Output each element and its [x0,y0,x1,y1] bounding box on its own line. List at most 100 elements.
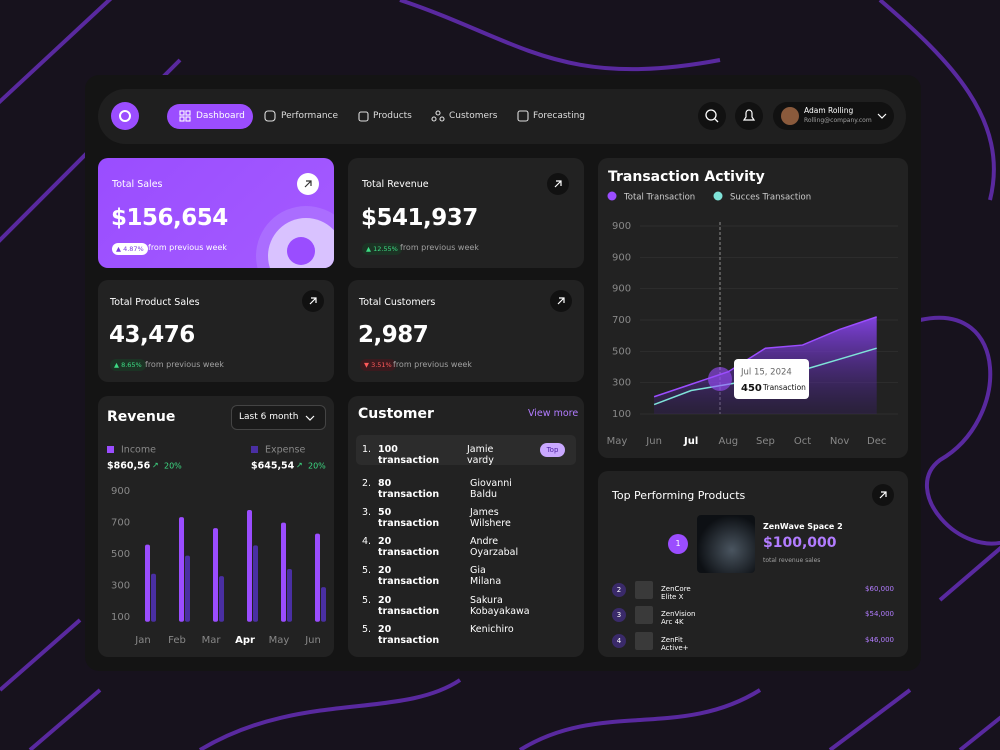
product-value: $60,000 [865,585,894,593]
open-button[interactable] [302,290,324,312]
customer-rank: 1. [362,444,372,455]
nav-item[interactable]: Performance [281,111,339,121]
bar [281,522,286,622]
stat-change: ▲ 12.55% [362,243,402,255]
series-line [653,316,877,398]
customer-name: Gia Milana [470,565,502,587]
y-tick-label: 300 [111,581,130,592]
product-value: $54,000 [865,610,894,618]
customer-rank: 5. [362,565,372,576]
logo[interactable] [111,102,139,130]
y-tick-label: 700 [612,315,631,326]
customer-rank: 4. [362,536,372,547]
bar [213,528,218,622]
customer-rank: 5. [362,595,372,606]
product-name: ZenFit Active+ [661,636,689,652]
legend-change: 20% [308,462,326,471]
bar [253,545,258,622]
customer-name: Andre Oyarzabal [470,536,519,558]
product-rank: 2 [612,583,626,597]
card-title: Transaction Activity [608,169,765,185]
user-name: Adam Rolling [804,106,854,115]
x-tick-label: Jun [645,436,662,447]
x-tick-label: Feb [168,635,186,646]
x-tick-label: Sep [756,436,775,447]
notification-button[interactable] [735,102,763,130]
open-button[interactable] [297,173,319,195]
x-tick-label: Apr [235,635,255,646]
x-tick-label: May [269,635,290,646]
customer-rank: 3. [362,507,372,518]
product-name: ZenVision Arc 4K [661,610,696,626]
user-email: Rolling@company.com [804,117,872,124]
stat-change: ▲ 8.65% [110,359,146,371]
product-rank: 3 [612,608,626,622]
y-tick-label: 900 [612,252,631,263]
view-more-link[interactable]: View more [528,408,579,419]
product-thumb [635,606,653,624]
bar [145,544,150,622]
customer-transactions: 80 transaction [378,478,440,500]
product-note: total revenue sales [763,557,821,564]
product-value: $100,000 [763,535,837,551]
y-tick-label: 900 [612,284,631,295]
legend-label: Total Transaction [623,193,695,203]
legend-total: $645,54 [251,461,295,472]
legend-trend-icon: ↗ [152,461,159,470]
y-tick-label: 900 [111,486,130,497]
x-tick-label: May [607,436,628,447]
product-thumb [635,632,653,650]
x-tick-label: Aug [719,436,739,447]
bar [219,576,224,622]
y-tick-label: 100 [612,409,631,420]
customer-transactions: 20 transaction [378,595,440,617]
bar [247,510,252,622]
x-tick-label: Jun [304,635,321,646]
stat-value: $156,654 [111,205,228,231]
stat-change-text: 8.65% [121,361,142,369]
range-label: Last 6 month [239,412,299,422]
product-image [697,515,755,573]
open-button[interactable] [550,290,572,312]
x-tick-label: Nov [830,436,850,447]
stat-card: Total Revenue $541,937 ▲ 12.55% from pre… [348,158,584,268]
stat-change-text: 4.87% [123,245,144,253]
stat-change: ▲ 4.87% [112,243,148,255]
product-rank: 1 [668,534,688,554]
hover-glow [708,367,732,391]
customer-rank: 5. [362,624,372,635]
stat-change: ▼ 3.51% [360,359,396,371]
customer-name: Sakura Kobayakawa [470,595,530,617]
customer-transactions: 20 transaction [378,624,440,646]
bar [287,569,292,622]
nav-item[interactable]: Forecasting [533,111,586,121]
stat-change-text: 3.51% [371,361,392,369]
nav-item[interactable]: Customers [449,111,498,121]
nav-item[interactable]: Products [373,111,412,121]
legend-label: Expense [265,445,305,456]
product-thumb [635,581,653,599]
range-dropdown[interactable]: Last 6 month [231,405,326,430]
products-card: Top Performing Products 1 ZenWave Space … [598,471,908,657]
row-highlight [356,435,576,465]
customer-name: Giovanni Baldu [470,478,512,500]
nav-item[interactable]: Dashboard [196,111,245,121]
open-button[interactable] [872,484,894,506]
x-tick-label: Mar [202,635,222,646]
bar [315,533,320,622]
stat-title: Total Sales [112,179,163,190]
bar [321,587,326,622]
stat-title: Total Customers [359,297,436,308]
search-button[interactable] [698,102,726,130]
customer-rank: 2. [362,478,372,489]
tooltip-box [734,359,809,399]
stat-card: Total Sales $156,654 ▲ 4.87% from previo… [98,158,334,268]
legend-total: $860,56 [107,461,151,472]
stat-note: from previous week [393,360,472,369]
profile-menu[interactable]: Adam Rolling Rolling@company.com [773,102,894,130]
open-button[interactable] [547,173,569,195]
legend-swatch [107,446,114,453]
stat-note: from previous week [145,360,224,369]
